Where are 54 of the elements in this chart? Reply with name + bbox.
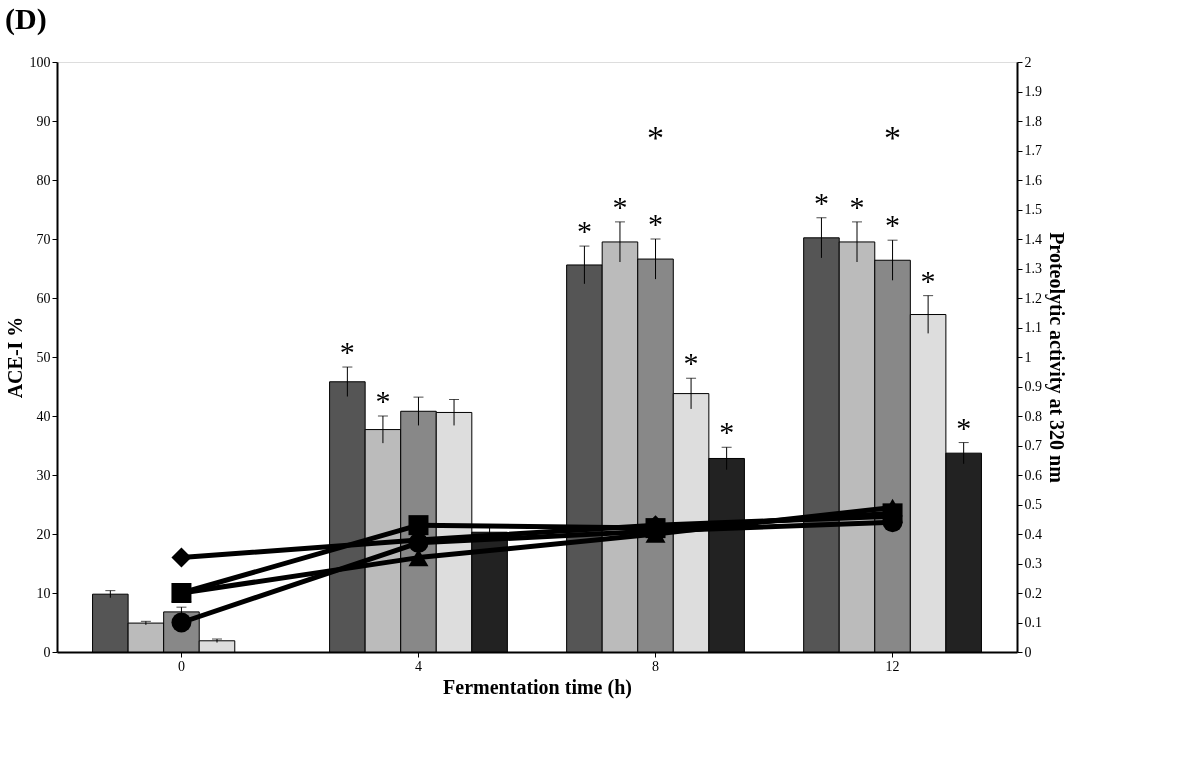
x-tick-label: 8 [652,658,660,674]
y-tick-label: 50 [36,349,51,365]
data-label: * [849,189,865,223]
x-tick-label: 4 [414,658,422,674]
annotation: * [884,119,902,156]
data-label: * [719,415,735,449]
data-label: * [885,208,901,242]
data-label: * [956,410,972,444]
y-tick-label: 70 [36,231,51,247]
y-tick-label: 100 [29,54,51,70]
y2-tick-label: 0.9 [1024,379,1042,394]
data-label: * [813,185,829,219]
y2-tick-label: 1.3 [1024,261,1042,276]
y2-tick-label: 2 [1024,54,1032,70]
y-tick-label: 10 [36,585,51,601]
y2-tick-label: 1.6 [1024,172,1042,188]
data-label: * [648,207,664,240]
y2-tick-label: 0.7 [1024,438,1042,453]
x-tick-label: 0 [177,658,185,674]
y2-tick-label: 0.4 [1024,526,1042,542]
y-tick-label: 20 [36,526,51,542]
data-label: * [339,335,355,369]
y2-tick-label: 0.1 [1024,615,1042,630]
y-tick-label: 60 [36,290,51,306]
chart-title: (D) [5,2,47,36]
data-label: * [612,189,628,223]
data-label: * [683,346,699,380]
y2-tick-label: 0 [1024,644,1032,660]
y-tick-label: 0 [43,644,51,660]
annotation: * [647,119,665,156]
y2-tick-label: 0.3 [1024,556,1042,571]
y2-tick-label: 1.8 [1024,113,1042,129]
y-tick-label: 90 [36,113,51,129]
data-label: * [576,214,592,248]
y-tick-label: 80 [36,172,51,188]
y2-axis-title: Proteolytic activity at 320 nm [1045,232,1068,484]
y2-tick-label: 1.4 [1024,231,1042,247]
y2-tick-label: 1.1 [1024,320,1042,335]
y-tick-label: 30 [36,467,51,483]
y2-tick-label: 0.8 [1024,408,1042,424]
y2-tick-label: 1.2 [1024,290,1042,306]
data-label: * [920,263,936,297]
data-label: * [375,384,391,417]
y2-tick-label: 1.5 [1024,202,1042,217]
y-axis-title: ACE-I % [3,316,26,399]
y2-tick-label: 1 [1024,349,1032,365]
x-axis-title: Fermentation time (h) [443,675,632,699]
x-tick-label: 12 [885,658,900,674]
y2-tick-label: 1.9 [1024,84,1042,99]
y-tick-label: 40 [36,408,51,424]
y2-tick-label: 0.2 [1024,585,1042,601]
y2-tick-label: 0.5 [1024,497,1042,512]
y2-tick-label: 1.7 [1024,143,1042,158]
y2-tick-label: 0.6 [1024,467,1042,483]
